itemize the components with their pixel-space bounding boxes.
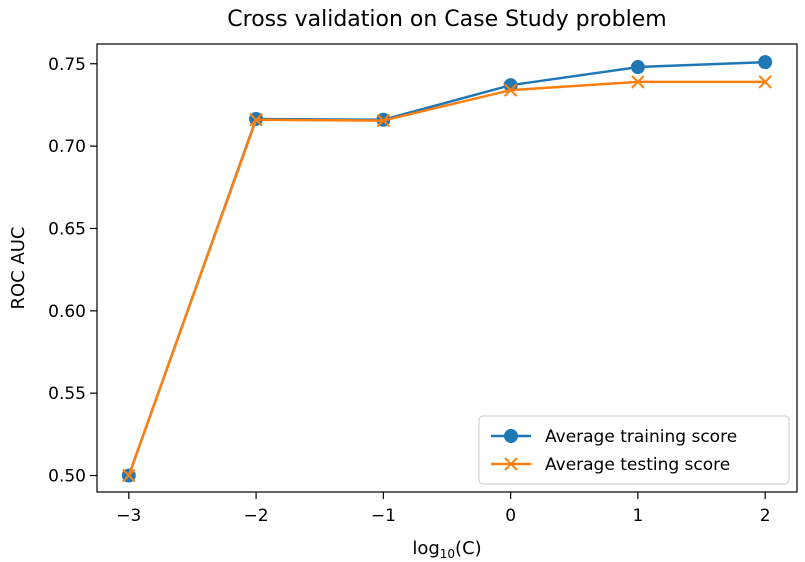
series-1 bbox=[122, 75, 772, 483]
legend-label: Average training score bbox=[545, 427, 737, 447]
legend-item: Average training score bbox=[491, 427, 737, 447]
y-tick-label: 0.55 bbox=[48, 384, 86, 404]
chart-title: Cross validation on Case Study problem bbox=[227, 7, 666, 32]
x-axis: −3 −2 −1 0 1 2 bbox=[116, 492, 771, 526]
x-tick-label: −1 bbox=[371, 506, 396, 526]
y-tick-label: 0.65 bbox=[48, 219, 86, 239]
series-line bbox=[127, 80, 766, 476]
data-point bbox=[122, 468, 136, 483]
y-axis-label: ROC AUC bbox=[8, 226, 29, 309]
data-point bbox=[631, 75, 645, 89]
series-line bbox=[127, 60, 766, 476]
data-point bbox=[503, 83, 518, 97]
x-axis-label-subscript: 10 bbox=[440, 547, 455, 561]
x-axis-label: log10(C) bbox=[412, 538, 481, 561]
x-tick-label: −3 bbox=[116, 506, 141, 526]
x-tick-label: 0 bbox=[505, 506, 516, 526]
legend-item: Average testing score bbox=[491, 455, 730, 475]
x-axis-label-suffix: (C) bbox=[455, 538, 482, 559]
data-point bbox=[249, 113, 263, 127]
legend-marker bbox=[504, 429, 518, 443]
x-tick-label: −2 bbox=[244, 506, 269, 526]
data-point bbox=[758, 75, 772, 89]
x-tick-label: 2 bbox=[760, 506, 771, 526]
data-point bbox=[376, 113, 391, 128]
x-axis-label-main: log bbox=[412, 538, 439, 559]
axes-frame bbox=[96, 43, 798, 493]
y-tick-label: 0.75 bbox=[48, 55, 86, 75]
y-tick-label: 0.70 bbox=[48, 137, 86, 157]
y-tick-label: 0.50 bbox=[48, 467, 86, 487]
x-tick-label: 1 bbox=[632, 506, 643, 526]
y-axis: 0.50 0.55 0.60 0.65 0.70 0.75 bbox=[48, 55, 97, 487]
legend-label: Average testing score bbox=[545, 455, 730, 475]
legend: Average training score Average testing sc… bbox=[478, 415, 790, 485]
plot-area bbox=[121, 55, 773, 483]
legend-box bbox=[478, 415, 790, 485]
y-tick-label: 0.60 bbox=[48, 302, 86, 322]
data-point bbox=[758, 55, 773, 70]
legend-marker bbox=[504, 457, 518, 471]
data-point bbox=[630, 60, 645, 75]
